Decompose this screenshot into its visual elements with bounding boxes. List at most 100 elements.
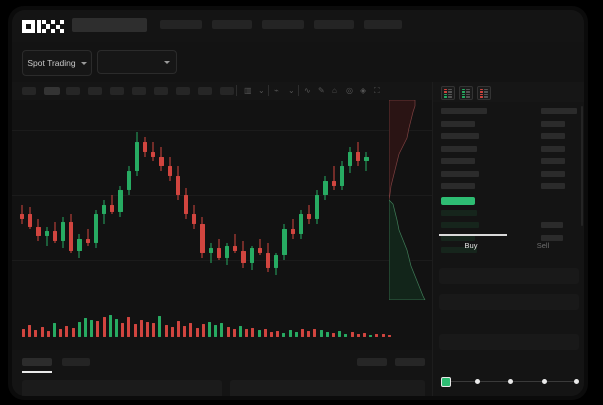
nav-item-1[interactable] xyxy=(160,20,202,29)
orderbook-ask-price[interactable] xyxy=(441,158,475,164)
volume-bar xyxy=(28,325,32,337)
chart-gridline xyxy=(12,195,432,196)
price-chart[interactable] xyxy=(12,100,432,300)
orderbook-ask-price[interactable] xyxy=(441,145,477,152)
market-info-bar: Spot Trading xyxy=(12,42,584,106)
volume-bar xyxy=(189,322,193,337)
candle xyxy=(159,100,164,300)
trading-mode-selector[interactable]: Spot Trading xyxy=(22,50,92,76)
alert-icon[interactable]: ◎ xyxy=(346,86,353,95)
candle xyxy=(118,100,123,300)
order-amount-field[interactable] xyxy=(439,294,579,310)
candle xyxy=(348,100,353,300)
tab-buy[interactable]: Buy xyxy=(464,241,478,250)
volume-bar xyxy=(170,326,174,337)
order-price-field[interactable] xyxy=(439,268,579,284)
orderbook-bid-price[interactable] xyxy=(441,234,475,241)
volume-bar xyxy=(158,315,162,337)
bar-chart-icon[interactable]: ⌁ xyxy=(274,86,279,95)
candle xyxy=(184,100,189,300)
orderbook-and-order-form: Buy Sell xyxy=(432,82,584,396)
chevron-down-icon[interactable]: ⌄ xyxy=(288,86,295,95)
orderbook-current-price xyxy=(441,196,475,205)
volume-bar xyxy=(65,325,69,337)
slider-stop-3[interactable] xyxy=(508,378,513,384)
volume-bar xyxy=(71,327,75,337)
timeframe-button-6[interactable] xyxy=(132,87,146,95)
candle xyxy=(134,100,139,300)
toolbar-divider xyxy=(236,85,237,96)
timeframe-button-1[interactable] xyxy=(22,87,36,95)
timeframe-button-7[interactable] xyxy=(154,87,168,95)
app-screen: Spot Trading xyxy=(12,10,584,396)
tab-order-history[interactable] xyxy=(62,358,90,366)
volume-bar xyxy=(127,317,131,337)
timeframe-button-10[interactable] xyxy=(220,87,234,95)
chevron-down-icon[interactable]: ⌄ xyxy=(258,86,265,95)
timeframe-button-2[interactable] xyxy=(44,87,60,95)
orderbook-ask-price[interactable] xyxy=(441,133,479,139)
pencil-icon[interactable]: ✎ xyxy=(318,86,325,95)
okx-logo[interactable] xyxy=(22,20,65,33)
magnet-icon[interactable]: ⌂ xyxy=(332,86,337,95)
settings-icon[interactable]: ◈ xyxy=(360,86,367,95)
bottom-action-1[interactable] xyxy=(357,358,387,366)
orderbook-ask-price[interactable] xyxy=(441,108,487,114)
fullscreen-icon[interactable]: ⛶ xyxy=(374,86,380,95)
volume-bar xyxy=(301,329,304,337)
volume-bar xyxy=(121,322,125,337)
nav-item-2[interactable] xyxy=(212,20,252,29)
order-total-field[interactable] xyxy=(439,334,579,350)
search-input[interactable] xyxy=(72,18,147,32)
slider-stop-5[interactable] xyxy=(574,378,579,384)
volume-bar xyxy=(90,320,94,337)
candlestick-icon[interactable]: ▥ xyxy=(244,86,252,95)
tab-open-orders[interactable] xyxy=(22,358,52,366)
pair-selector[interactable] xyxy=(97,50,177,74)
slider-handle[interactable] xyxy=(441,377,451,387)
orderbook-bids-icon[interactable] xyxy=(459,86,473,100)
nav-item-5[interactable] xyxy=(364,20,402,29)
volume-bar xyxy=(276,331,280,337)
indicator-icon[interactable]: ∿ xyxy=(304,86,311,95)
nav-item-4[interactable] xyxy=(314,20,354,29)
nav-item-3[interactable] xyxy=(262,20,304,29)
volume-bar xyxy=(294,331,298,337)
logo-glyph-x xyxy=(51,20,65,33)
orderbook-asks-icon[interactable] xyxy=(477,86,491,100)
chart-gridline xyxy=(12,260,432,261)
orderbook-ask-price[interactable] xyxy=(441,183,475,189)
orderbook-ask-amount xyxy=(541,158,565,164)
amount-slider[interactable] xyxy=(441,376,581,388)
volume-bar xyxy=(133,324,137,337)
orderbook-bid-price[interactable] xyxy=(441,209,477,216)
buy-tab-underline xyxy=(439,234,507,236)
timeframe-button-8[interactable] xyxy=(176,87,190,95)
bottom-action-2[interactable] xyxy=(395,358,425,366)
timeframe-button-3[interactable] xyxy=(66,87,80,95)
volume-bar xyxy=(270,331,273,337)
orderbook-header xyxy=(433,82,584,102)
timeframe-button-4[interactable] xyxy=(88,87,102,95)
candle xyxy=(167,100,172,300)
depth-chart-overlay xyxy=(389,100,432,300)
candle xyxy=(102,100,107,300)
orderbook-scrollbar[interactable] xyxy=(581,106,583,226)
orderbook-bid-price[interactable] xyxy=(441,247,477,253)
timeframe-button-5[interactable] xyxy=(110,87,124,95)
orderbook-ask-price[interactable] xyxy=(441,170,479,177)
volume-bar xyxy=(356,334,360,337)
orderbook-ask-price[interactable] xyxy=(441,120,475,127)
slider-stop-2[interactable] xyxy=(475,378,480,384)
volume-bar xyxy=(77,321,81,337)
candle xyxy=(216,100,221,300)
timeframe-button-9[interactable] xyxy=(198,87,212,95)
candle xyxy=(36,100,41,300)
orderbook-bid-price[interactable] xyxy=(441,222,479,228)
volume-bar xyxy=(350,331,354,337)
slider-stop-4[interactable] xyxy=(542,378,547,384)
orderbook-both-icon[interactable] xyxy=(441,86,455,100)
orders-panel xyxy=(12,350,432,396)
tab-sell[interactable]: Sell xyxy=(536,241,550,250)
